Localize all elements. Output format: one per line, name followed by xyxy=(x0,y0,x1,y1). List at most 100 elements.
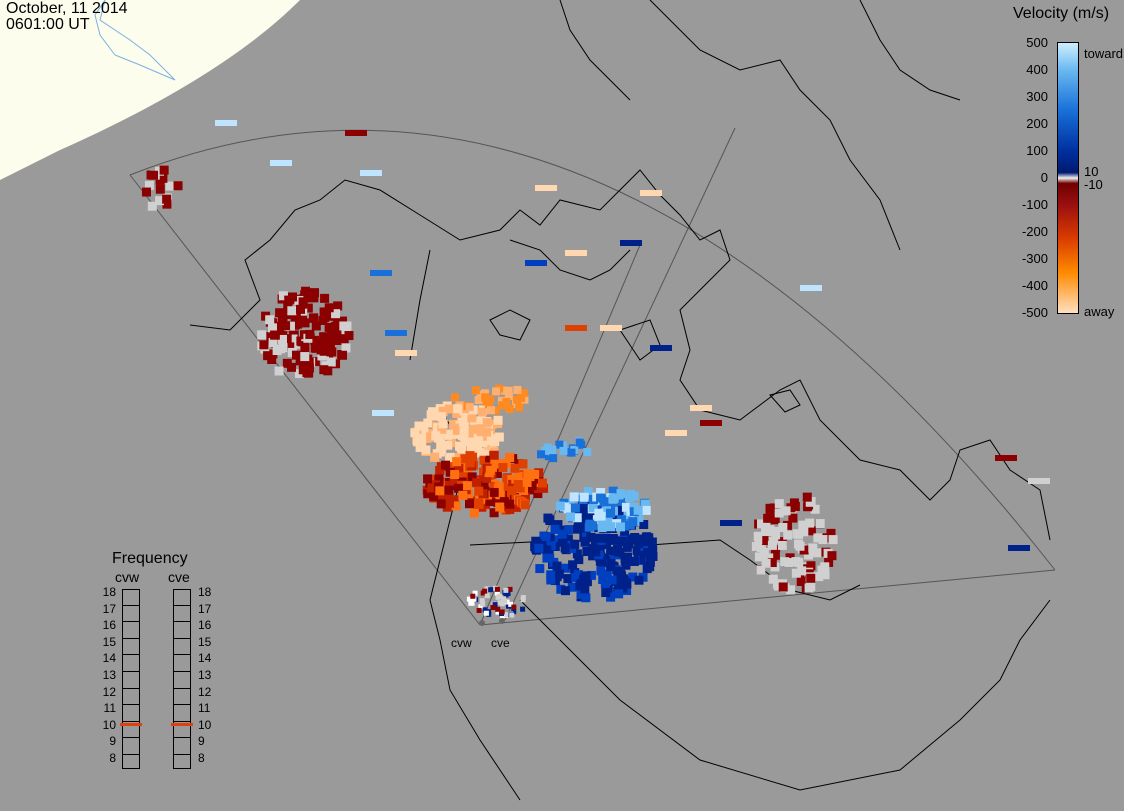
frequency-scale-label: 11 xyxy=(103,701,116,716)
velocity-cell xyxy=(162,199,172,209)
velocity-cell xyxy=(430,452,440,462)
velocity-cell xyxy=(476,475,486,485)
velocity-cell xyxy=(507,586,513,592)
velocity-cell xyxy=(812,548,822,558)
velocity-cell xyxy=(471,596,477,602)
velocity-cell xyxy=(155,184,165,194)
velocity-cell xyxy=(422,433,432,443)
velocity-cell xyxy=(561,586,571,596)
velocity-cell xyxy=(522,477,532,487)
velocity-cell xyxy=(455,420,465,430)
velocity-cell xyxy=(594,533,604,543)
velocity-cell xyxy=(319,365,329,375)
velocity-cell xyxy=(818,535,828,545)
velocity-cell xyxy=(479,598,485,604)
velocity-cell xyxy=(483,610,489,616)
velocity-cell xyxy=(490,604,496,610)
velocity-cell xyxy=(435,466,445,476)
velocity-cells xyxy=(141,120,1050,619)
velocity-cell xyxy=(484,400,493,409)
velocity-cell xyxy=(605,500,615,510)
frequency-scale-label: 10 xyxy=(102,717,116,732)
velocity-cell xyxy=(310,357,320,367)
frequency-bar-cvw xyxy=(120,589,142,769)
velocity-cell xyxy=(788,513,798,523)
colorbar-tick: 0 xyxy=(1040,170,1048,185)
velocity-cell xyxy=(309,288,319,298)
velocity-cell xyxy=(320,312,330,322)
velocity-cell xyxy=(434,433,444,443)
velocity-cell xyxy=(774,499,784,509)
velocity-cell xyxy=(565,250,587,256)
velocity-cell xyxy=(310,343,320,353)
velocity-cell xyxy=(756,542,766,552)
velocity-cell xyxy=(580,537,590,547)
velocity-cell xyxy=(503,587,509,593)
velocity-cell xyxy=(492,602,498,608)
velocity-cell xyxy=(759,547,769,557)
velocity-cell xyxy=(282,334,292,344)
velocity-cell xyxy=(506,486,516,496)
velocity-cell xyxy=(548,445,557,454)
velocity-cell xyxy=(768,536,778,546)
velocity-cell xyxy=(648,545,658,555)
velocity-cell xyxy=(555,501,565,511)
velocity-cell xyxy=(520,597,526,603)
velocity-cell xyxy=(395,350,417,356)
velocity-cell xyxy=(288,334,298,344)
velocity-cell xyxy=(572,513,582,523)
velocity-cell xyxy=(444,404,454,414)
velocity-cell xyxy=(607,575,617,585)
velocity-cell xyxy=(535,564,545,574)
velocity-cell xyxy=(474,499,484,509)
velocity-cell xyxy=(360,170,382,176)
velocity-cell xyxy=(460,454,470,464)
velocity-cell xyxy=(141,187,151,197)
velocity-cell xyxy=(785,553,795,563)
velocity-cell xyxy=(497,396,506,405)
velocity-cell xyxy=(458,472,468,482)
velocity-cell xyxy=(563,574,573,584)
velocity-cell xyxy=(786,585,796,595)
velocity-cell xyxy=(459,425,469,435)
velocity-cell xyxy=(622,579,632,589)
velocity-cell xyxy=(428,475,438,485)
velocity-cell xyxy=(565,325,587,331)
velocity-cell xyxy=(606,592,616,602)
velocity-cell xyxy=(427,483,437,493)
frequency-scale-label: 9 xyxy=(109,734,116,749)
velocity-cell xyxy=(606,508,616,518)
velocity-cell xyxy=(642,532,652,542)
velocity-cell xyxy=(570,503,580,513)
velocity-cell xyxy=(827,551,837,561)
velocity-cell xyxy=(813,533,823,543)
frequency-scale-label: 12 xyxy=(102,684,116,699)
velocity-cell xyxy=(778,522,788,532)
velocity-cell xyxy=(482,588,488,594)
alaska-coast-daylight xyxy=(94,0,176,81)
velocity-cell xyxy=(777,540,787,550)
frequency-marker xyxy=(171,722,193,726)
velocity-cell xyxy=(326,347,336,357)
velocity-cell xyxy=(581,571,591,581)
velocity-cell xyxy=(452,409,462,419)
velocity-cell xyxy=(453,404,463,414)
velocity-cell xyxy=(544,452,553,461)
velocity-cell xyxy=(505,591,511,597)
daylight-region xyxy=(0,0,300,180)
velocity-cell xyxy=(321,337,331,347)
velocity-cell xyxy=(594,508,604,518)
velocity-cell xyxy=(274,366,284,376)
velocity-cell xyxy=(565,498,575,508)
frequency-scale-label: 18 xyxy=(102,585,116,599)
velocity-cell xyxy=(505,499,515,509)
velocity-cell xyxy=(546,570,556,580)
velocity-cell xyxy=(434,474,444,484)
velocity-cell xyxy=(609,535,619,545)
velocity-cell xyxy=(553,520,563,530)
velocity-cell xyxy=(579,492,589,502)
velocity-cell xyxy=(454,483,464,493)
velocity-cell xyxy=(574,555,584,565)
velocity-cell xyxy=(606,562,616,572)
velocity-cell xyxy=(511,609,517,615)
